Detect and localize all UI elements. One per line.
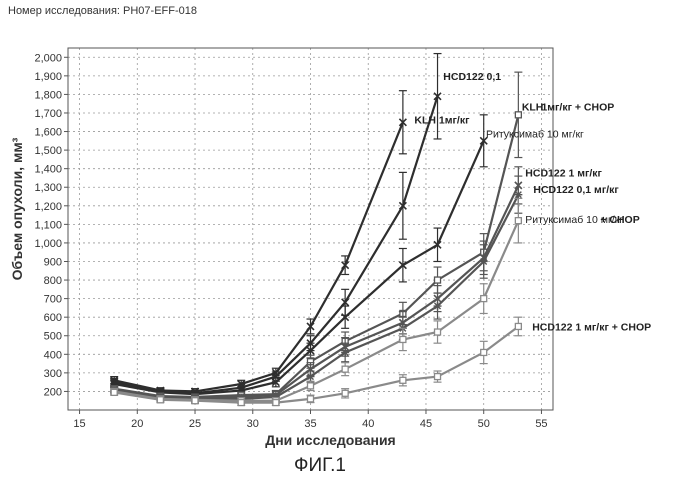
y-tick-label: 1,200 <box>34 201 62 213</box>
y-tick-label: 1,300 <box>34 182 62 194</box>
data-point <box>273 400 279 406</box>
data-point <box>400 377 406 383</box>
y-tick-label: 1,400 <box>34 164 62 176</box>
y-tick-label: 1,000 <box>34 238 62 250</box>
y-tick-label: 300 <box>44 368 62 380</box>
data-point <box>307 373 315 381</box>
series-annotation: HCD122 0,1 мг/кг <box>533 184 619 196</box>
data-point <box>480 257 488 265</box>
x-tick-label: 45 <box>420 418 432 430</box>
data-point <box>157 397 163 403</box>
y-tick-label: 800 <box>44 275 62 287</box>
data-point <box>515 218 521 224</box>
data-point <box>238 400 244 406</box>
data-point <box>435 329 441 335</box>
y-tick-label: 500 <box>44 331 62 343</box>
data-point <box>435 374 441 380</box>
x-tick-label: 20 <box>131 418 143 430</box>
series-annotation: 1мг/кг + CHOP <box>541 101 614 113</box>
series-line <box>114 141 484 394</box>
series-6 <box>110 176 522 403</box>
y-tick-label: 1,700 <box>34 108 62 120</box>
y-tick-label: 1,500 <box>34 145 62 157</box>
data-point <box>434 302 442 310</box>
x-tick-label: 30 <box>247 418 259 430</box>
x-tick-label: 50 <box>478 418 490 430</box>
series-group <box>110 54 522 406</box>
y-tick-label: 200 <box>44 386 62 398</box>
data-point <box>342 390 348 396</box>
data-point <box>308 383 314 389</box>
data-point <box>308 396 314 402</box>
data-point <box>342 366 348 372</box>
x-tick-label: 55 <box>535 418 547 430</box>
series-annotation: KLH <box>522 101 544 113</box>
data-point <box>400 336 406 342</box>
series-annotation: HCD122 1 мг/кг + CHOP <box>532 321 651 333</box>
x-tick-label: 25 <box>189 418 201 430</box>
figure-caption: ФИГ.1 <box>0 455 640 477</box>
data-point <box>514 191 522 199</box>
y-tick-label: 2,000 <box>34 52 62 64</box>
data-point <box>192 398 198 404</box>
series-annotation: KLH 1мг/кг <box>414 114 470 126</box>
series-annotation: + CHOP <box>600 214 639 226</box>
y-tick-label: 1,900 <box>34 71 62 83</box>
data-point <box>515 112 521 118</box>
tumor-volume-chart: 200 300 400 500 600 700 800 900 1,000 1,100 1,200 1… <box>0 0 700 455</box>
series-annotation: HCD122 1 мг/кг <box>525 167 602 179</box>
y-tick-label: 600 <box>44 312 62 324</box>
y-tick-label: 700 <box>44 294 62 306</box>
y-axis-title: Объем опухоли, мм³ <box>9 137 25 280</box>
series-line <box>114 96 437 393</box>
x-axis-title: Дни исследования <box>265 432 395 448</box>
data-point <box>111 389 117 395</box>
y-tick-label: 1,800 <box>34 89 62 101</box>
x-tick-label: 15 <box>73 418 85 430</box>
data-point <box>481 296 487 302</box>
series-line <box>114 195 518 399</box>
data-point <box>341 348 349 356</box>
data-point <box>515 323 521 329</box>
x-tick-label: 40 <box>362 418 374 430</box>
series-line <box>114 122 403 391</box>
data-point <box>435 277 441 283</box>
y-tick-label: 1,600 <box>34 127 62 139</box>
series-annotation: HCD122 0,1 <box>443 71 501 83</box>
y-tick-label: 1,100 <box>34 219 62 231</box>
data-point <box>481 349 487 355</box>
y-tick-label: 400 <box>44 349 62 361</box>
y-tick-label: 900 <box>44 256 62 268</box>
series-annotation: Ритуксимаб 10 мг/кг <box>486 128 584 140</box>
x-tick-label: 35 <box>304 418 316 430</box>
